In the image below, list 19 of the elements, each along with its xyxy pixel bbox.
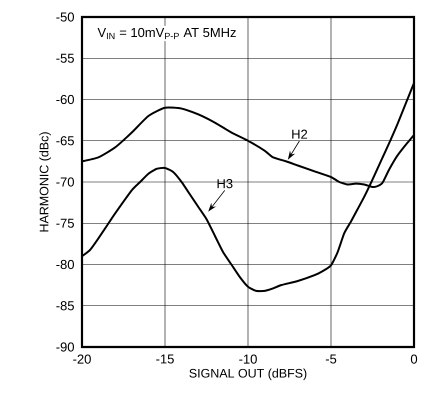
text: H3 [218,179,232,188]
x-tick-label: -20 [73,354,91,364]
annotation: V$_{IN}$ = 10mV$_{P-P}$ AT 5MHz [98,28,236,40]
y-tick-label: -55 [56,54,74,63]
x-tick-label: 0 [410,354,418,364]
y-tick-label: -80 [56,260,74,270]
y-tick-label: -60 [56,94,74,104]
series-label: H2 [292,130,308,139]
x-axis-title: SIGNAL OUT (dBFS) [189,368,306,380]
x-tick-label: -5 [326,354,336,364]
x-tick-label: -10 [239,354,257,364]
y-tick-label: -75 [56,218,74,228]
y-tick-label: -90 [56,342,74,352]
y-tick-label: -65 [56,136,74,146]
y-tick-label: -85 [56,301,74,310]
y-axis-title: HARMONIC (dBc) [39,132,51,232]
y-tick-label: -70 [56,177,74,187]
x-tick-label: -15 [156,354,174,364]
y-tick-label: -50 [56,12,74,22]
